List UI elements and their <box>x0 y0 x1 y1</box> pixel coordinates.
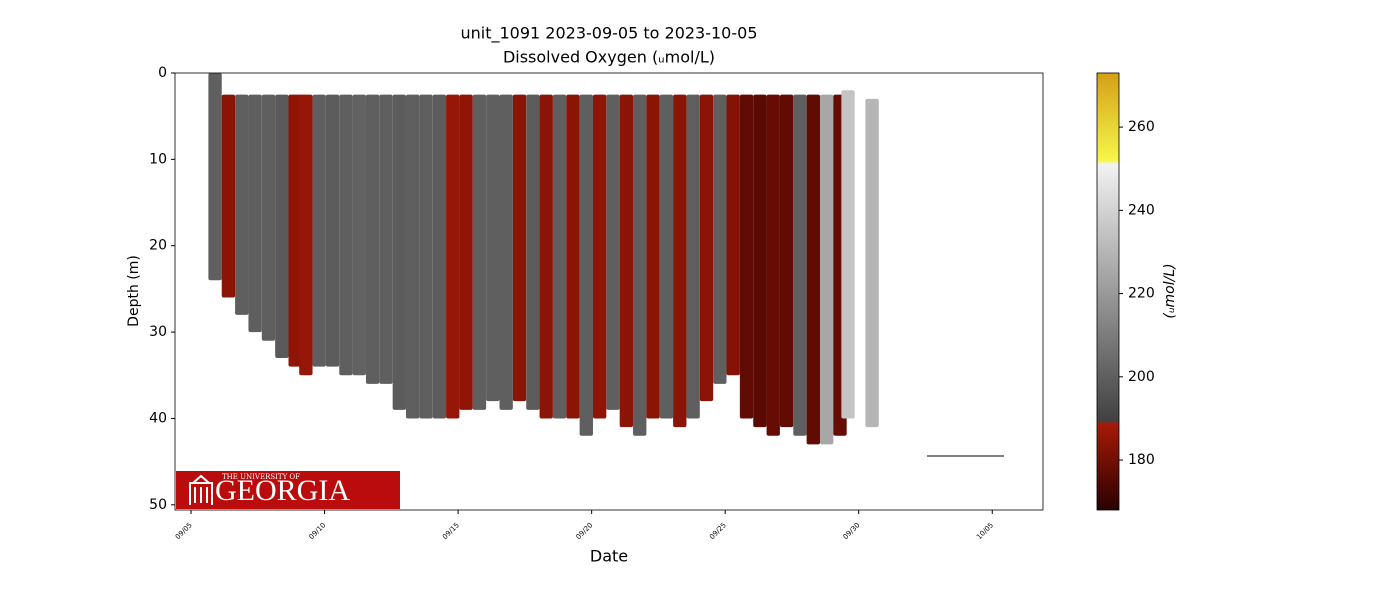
profile <box>446 94 460 419</box>
x-tick-label: 10/05 <box>975 521 995 541</box>
profile <box>392 94 407 410</box>
profile <box>406 94 420 419</box>
profile <box>288 94 302 367</box>
profile <box>579 94 593 436</box>
profile <box>419 94 433 419</box>
profile <box>739 94 754 419</box>
profile <box>753 94 767 428</box>
profile <box>659 94 674 419</box>
y-tick-label: 0 <box>158 65 167 81</box>
profile <box>486 94 500 402</box>
profile <box>633 94 647 436</box>
profile <box>325 94 340 367</box>
logo-arch <box>189 474 213 505</box>
profile <box>432 94 447 419</box>
colorbar <box>1096 72 1120 511</box>
profile <box>865 98 879 428</box>
profile <box>606 94 620 410</box>
x-tick-label: 09/20 <box>575 521 595 541</box>
profile <box>566 94 580 419</box>
profile <box>713 94 727 384</box>
colorbar-tick-label: 200 <box>1128 369 1155 385</box>
profile <box>208 73 222 281</box>
profile <box>841 90 855 419</box>
profile <box>646 94 660 419</box>
x-tick-label: 09/05 <box>174 521 194 541</box>
x-axis-label: Date <box>590 547 628 566</box>
profile <box>806 94 820 445</box>
y-tick-label: 40 <box>149 410 167 426</box>
profile <box>793 94 807 436</box>
profile <box>686 94 700 419</box>
y-tick-label: 50 <box>149 497 167 513</box>
profile <box>379 94 393 384</box>
profile <box>472 94 487 410</box>
x-tick-label: 09/10 <box>307 521 327 541</box>
profile <box>221 94 236 298</box>
profile <box>459 94 473 410</box>
colorbar-tick-label: 220 <box>1128 286 1155 302</box>
plot-frame <box>174 72 1044 511</box>
profile <box>726 94 740 376</box>
profile <box>248 94 262 333</box>
profile <box>499 94 513 410</box>
profile <box>365 94 380 384</box>
y-tick-label: 30 <box>149 324 167 340</box>
x-tick-label: 09/25 <box>708 521 728 541</box>
colorbar-tick-label: 260 <box>1128 119 1155 135</box>
chart-subtitle: Dissolved Oxygen (ᵤmol/L) <box>503 48 715 67</box>
plot-area <box>208 73 879 445</box>
profile <box>299 94 313 376</box>
profile <box>592 94 607 419</box>
colorbar-label: (ᵤmol/L) <box>1162 263 1178 318</box>
colorbar-tick-label: 180 <box>1128 452 1155 468</box>
chart-title: unit_1091 2023-09-05 to 2023-10-05 <box>460 24 757 44</box>
colorbar-tick-label: 240 <box>1128 202 1155 218</box>
x-tick-label: 09/30 <box>842 521 862 541</box>
logo-background <box>176 471 400 509</box>
logo-top: THE UNIVERSITY OF <box>222 473 300 481</box>
profile <box>819 94 834 445</box>
profile <box>779 94 794 428</box>
profile <box>699 94 714 402</box>
profile <box>235 94 249 315</box>
profile <box>352 94 366 376</box>
logo-name: GEORGIA <box>215 474 350 507</box>
profile <box>512 94 527 402</box>
profile <box>552 94 567 419</box>
profile <box>526 94 540 410</box>
x-tick-label: 09/15 <box>441 521 461 541</box>
profile <box>339 94 353 376</box>
profile <box>539 94 553 419</box>
y-tick-label: 20 <box>149 238 167 254</box>
profile <box>619 94 634 428</box>
profile <box>275 94 289 358</box>
profile <box>312 94 326 367</box>
y-tick-label: 10 <box>149 151 167 167</box>
y-axis-label: Depth (m) <box>126 255 142 327</box>
profile <box>673 94 687 428</box>
logo: THE UNIVERSITY OF GEORGIA <box>176 471 400 509</box>
profile <box>261 94 276 341</box>
profile <box>766 94 780 436</box>
